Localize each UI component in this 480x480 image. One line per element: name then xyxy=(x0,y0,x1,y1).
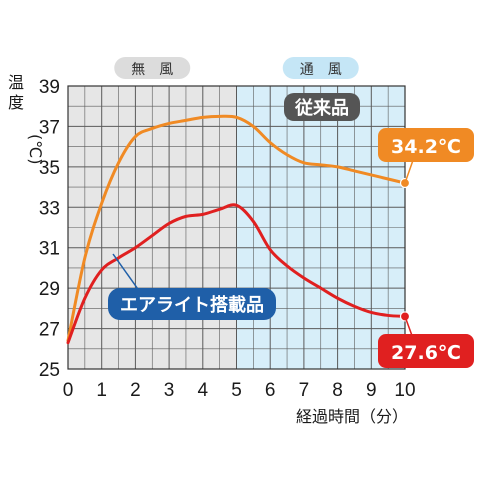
end-value-label-0: 34.2℃ xyxy=(391,136,461,158)
x-tick-label: 4 xyxy=(198,380,209,401)
region-label-pill-0 xyxy=(114,57,191,79)
x-axis-label: 経過時間（分） xyxy=(296,407,408,426)
x-tick-label: 7 xyxy=(299,380,310,401)
x-tick-label: 8 xyxy=(332,380,343,401)
series-name-pill-1 xyxy=(108,288,276,320)
plot-border xyxy=(67,85,406,370)
y-tick-label: 37 xyxy=(39,117,60,138)
y-axis-unit: (℃) xyxy=(26,134,45,164)
series-line-0 xyxy=(66,114,407,343)
series-leader-line-1 xyxy=(112,253,141,293)
x-tick-label: 3 xyxy=(164,380,175,401)
series-name-0: 従来品 xyxy=(294,97,349,119)
region-label-pill-1 xyxy=(282,57,359,79)
x-tick-label: 10 xyxy=(394,380,415,401)
x-tick-label: 5 xyxy=(231,380,242,401)
grid xyxy=(67,85,406,370)
series-line-1 xyxy=(66,203,407,345)
y-tick-label: 35 xyxy=(39,158,60,179)
y-axis-label-char1: 温 xyxy=(8,73,24,92)
y-tick-label: 29 xyxy=(39,279,60,300)
y-axis-label-char2: 度 xyxy=(8,93,24,112)
series-name-1: エアライト搭載品 xyxy=(120,294,264,316)
y-tick-label: 39 xyxy=(39,77,60,98)
y-tick-label: 25 xyxy=(39,360,60,381)
end-value-label-1: 27.6℃ xyxy=(391,342,461,364)
x-tick-label: 0 xyxy=(63,380,74,401)
y-tick-label: 27 xyxy=(39,320,60,341)
region-label-1: 通 風 xyxy=(300,62,342,78)
axes: 0 1 2 3 4 5 6 7 8 9 10 25 27 29 31 33 35 37 39 xyxy=(39,77,416,401)
end-value-box-0 xyxy=(378,128,474,162)
series-lines xyxy=(66,114,411,345)
y-tick-label: 31 xyxy=(39,239,60,260)
x-tick-label: 1 xyxy=(96,380,107,401)
y-tick-label: 33 xyxy=(39,198,60,219)
x-tick-label: 2 xyxy=(130,380,141,401)
series-name-pill-0 xyxy=(284,93,360,121)
region-label-0: 無 風 xyxy=(131,62,173,78)
end-value-box-1 xyxy=(378,334,474,368)
x-tick-label: 9 xyxy=(366,380,377,401)
x-tick-label: 6 xyxy=(265,380,276,401)
